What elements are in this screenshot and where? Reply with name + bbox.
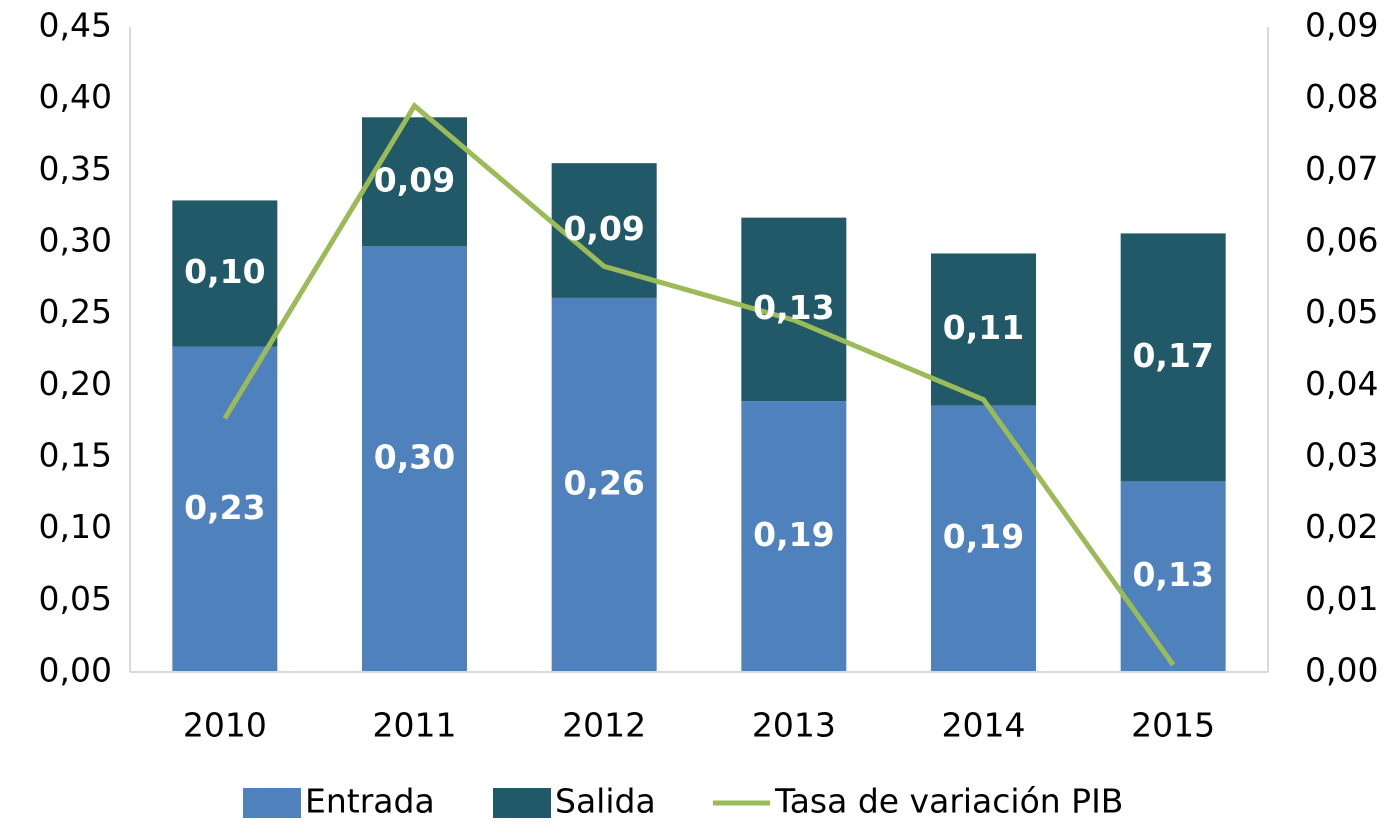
data-label: 0,23 xyxy=(184,488,265,527)
y-tick-label: 0,35 xyxy=(39,149,112,188)
x-tick-label: 2015 xyxy=(1131,706,1215,745)
bar-entrada xyxy=(741,401,847,672)
y2-tick-label: 0,09 xyxy=(1305,6,1378,45)
y-tick-label: 0,15 xyxy=(39,436,112,475)
y-tick-label: 0,05 xyxy=(39,579,112,618)
y2-tick-label: 0,02 xyxy=(1305,507,1378,546)
legend-label: Tasa de variación PIB xyxy=(774,782,1123,821)
data-label: 0,19 xyxy=(753,515,834,554)
x-tick-label: 2014 xyxy=(942,706,1026,745)
data-label: 0,09 xyxy=(563,209,644,248)
bar-salida xyxy=(931,253,1036,406)
y2-tick-label: 0,00 xyxy=(1305,651,1378,690)
y-tick-label: 0,20 xyxy=(39,364,112,403)
line-series xyxy=(222,102,1176,667)
x-tick-label: 2010 xyxy=(183,706,267,745)
bar-salida xyxy=(172,200,278,347)
data-label: 0,10 xyxy=(184,252,265,291)
y-tick-label: 0,00 xyxy=(39,651,112,690)
y-tick-label: 0,30 xyxy=(39,221,112,260)
legend-swatch xyxy=(493,788,551,818)
x-tick-label: 2013 xyxy=(752,706,836,745)
bar-entrada xyxy=(172,346,278,672)
data-label: 0,17 xyxy=(1132,336,1213,375)
y2-tick-label: 0,05 xyxy=(1305,292,1378,331)
y-tick-label: 0,40 xyxy=(39,77,112,116)
y-tick-label: 0,25 xyxy=(39,292,112,331)
data-label: 0,09 xyxy=(374,160,455,199)
legend-label: Entrada xyxy=(305,782,435,821)
y2-tick-label: 0,03 xyxy=(1305,436,1378,475)
x-tick-label: 2011 xyxy=(373,706,457,745)
y2-tick-label: 0,04 xyxy=(1305,364,1378,403)
data-label: 0,26 xyxy=(563,463,644,502)
legend-swatch xyxy=(243,788,301,818)
data-label: 0,11 xyxy=(943,308,1024,347)
data-label: 0,19 xyxy=(943,517,1024,556)
bar-entrada xyxy=(1120,481,1226,672)
bar-salida xyxy=(1120,233,1226,482)
bar-salida xyxy=(362,117,467,247)
y-tick-label: 0,10 xyxy=(39,507,112,546)
bar-entrada xyxy=(551,297,657,672)
y-tick-label: 0,45 xyxy=(39,6,112,45)
data-label: 0,13 xyxy=(753,288,834,327)
data-label: 0,30 xyxy=(374,438,455,477)
legend-label: Salida xyxy=(555,782,656,821)
y2-tick-label: 0,01 xyxy=(1305,579,1378,618)
y2-tick-label: 0,07 xyxy=(1305,149,1378,188)
data-label: 0,13 xyxy=(1132,555,1213,594)
y2-tick-label: 0,06 xyxy=(1305,221,1378,260)
x-tick-label: 2012 xyxy=(562,706,646,745)
y2-tick-label: 0,08 xyxy=(1305,77,1378,116)
bar-entrada xyxy=(362,246,467,673)
